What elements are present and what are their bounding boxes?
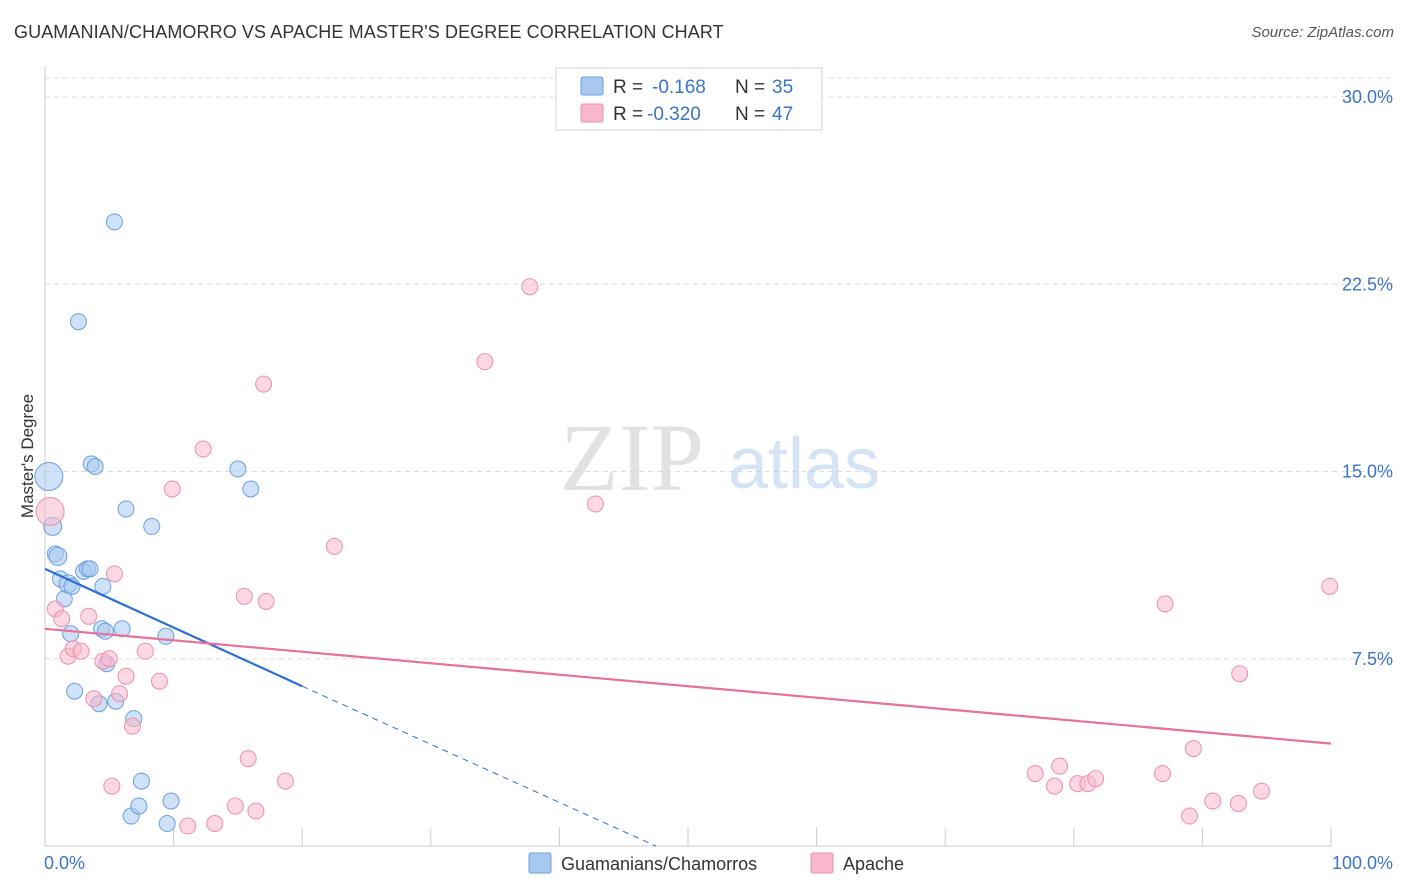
trend-line-guamanians-extension (301, 685, 657, 847)
apache-point-24 (247, 802, 265, 820)
apache-point-40 (1181, 807, 1199, 825)
bottom-legend-label-blue: Guamanians/Chamorros (561, 854, 757, 874)
legend-n-value-2: 47 (772, 104, 793, 125)
y-tick-label-0: 7.5% (1352, 649, 1393, 669)
apache-point-33 (1046, 777, 1064, 795)
apache-point-31 (586, 495, 604, 513)
watermark: ZIP atlas (560, 404, 880, 511)
guamanian-point-30 (157, 627, 175, 645)
bottom-legend-swatch-blue (528, 852, 552, 874)
y-axis-label: Master's Degree (18, 394, 37, 518)
y-tick-label-3: 30.0% (1342, 87, 1393, 107)
apache-point-21 (226, 797, 244, 815)
guamanian-point-29 (143, 517, 161, 535)
apache-point-34 (1051, 757, 1069, 775)
apache-point-17 (163, 480, 181, 498)
apache-point-12 (111, 685, 129, 703)
guamanian-point-21 (105, 213, 123, 231)
apache-point-44 (1231, 665, 1249, 683)
apache-point-20 (206, 815, 224, 833)
series-guamanians-points (34, 213, 260, 833)
axes (44, 66, 1332, 847)
apache-point-15 (136, 642, 154, 660)
apache-point-43 (1229, 795, 1247, 813)
apache-point-19 (194, 440, 212, 458)
guamanian-point-19 (96, 622, 114, 640)
guamanian-point-24 (117, 500, 135, 518)
apache-point-28 (325, 537, 343, 555)
legend-swatch-pink (580, 103, 604, 123)
y-tick-label-2: 22.5% (1342, 274, 1393, 294)
series-apache-points (35, 278, 1339, 835)
chart-title: GUAMANIAN/CHAMORRO VS APACHE MASTER'S DE… (14, 22, 724, 42)
guamanian-point-27 (130, 797, 148, 815)
legend-n-label-1: N = (735, 77, 765, 98)
apache-point-30 (521, 278, 539, 296)
apache-point-13 (117, 667, 135, 685)
apache-point-42 (1204, 792, 1222, 810)
source-credit: Source: ZipAtlas.com (1251, 24, 1394, 41)
apache-point-2 (53, 610, 71, 628)
guamanian-point-10 (69, 313, 87, 331)
trend-lines (44, 567, 1332, 847)
apache-point-16 (150, 672, 168, 690)
y-tick-label-1: 15.0% (1342, 462, 1393, 482)
gridlines (45, 77, 1394, 660)
guamanian-point-3 (48, 546, 68, 566)
apache-point-6 (80, 607, 98, 625)
watermark-zip: ZIP (560, 404, 704, 511)
legend-r-value-1: -0.168 (652, 77, 706, 98)
guamanian-point-23 (113, 620, 131, 638)
trend-line-apache (44, 627, 1332, 745)
watermark-atlas: atlas (728, 424, 880, 504)
apache-point-29 (476, 353, 494, 371)
apache-point-18 (179, 817, 197, 835)
guamanian-point-13 (81, 560, 99, 578)
legend-n-value-1: 35 (772, 77, 793, 98)
apache-point-7 (85, 690, 103, 708)
legend-swatch-blue (580, 76, 604, 96)
bottom-legend: Guamanians/Chamorros Apache (528, 852, 904, 874)
legend-r-label-1: R = (613, 77, 643, 98)
trend-line-guamanians (44, 567, 303, 688)
apache-point-5 (72, 642, 90, 660)
bottom-legend-label-pink: Apache (843, 854, 904, 874)
legend: R = -0.168 N = 35 R = -0.320 N = 47 (555, 67, 823, 131)
guamanian-point-28 (132, 772, 150, 790)
apache-point-14 (123, 717, 141, 735)
apache-point-37 (1087, 770, 1105, 788)
x-tick-label-min: 0.0% (44, 853, 85, 873)
apache-point-38 (1154, 765, 1172, 783)
guamanian-point-0 (34, 461, 64, 491)
legend-n-label-2: N = (735, 104, 765, 125)
guamanian-point-15 (86, 458, 104, 476)
guamanian-point-33 (229, 460, 247, 478)
apache-point-46 (1321, 577, 1339, 595)
apache-point-25 (255, 375, 273, 393)
apache-point-39 (1156, 595, 1174, 613)
x-tick-label-max: 100.0% (1332, 853, 1393, 873)
legend-r-label-2: R = (613, 104, 643, 125)
apache-point-45 (1253, 782, 1271, 800)
apache-point-22 (235, 587, 253, 605)
apache-point-41 (1184, 740, 1202, 758)
tick-labels: 7.5% 15.0% 22.5% 30.0% 0.0% 100.0% (44, 87, 1393, 873)
guamanian-point-7 (62, 625, 80, 643)
apache-point-23 (239, 750, 257, 768)
legend-r-value-2: -0.320 (647, 104, 701, 125)
apache-point-11 (105, 565, 123, 583)
apache-point-26 (257, 592, 275, 610)
bottom-legend-swatch-pink (810, 852, 834, 874)
apache-point-32 (1026, 765, 1044, 783)
apache-point-10 (103, 777, 121, 795)
guamanian-point-32 (162, 792, 180, 810)
guamanian-point-31 (158, 815, 176, 833)
apache-point-27 (276, 772, 294, 790)
apache-point-9 (100, 650, 118, 668)
guamanian-point-34 (242, 480, 260, 498)
guamanian-point-8 (66, 682, 84, 700)
apache-point-0 (35, 496, 65, 526)
